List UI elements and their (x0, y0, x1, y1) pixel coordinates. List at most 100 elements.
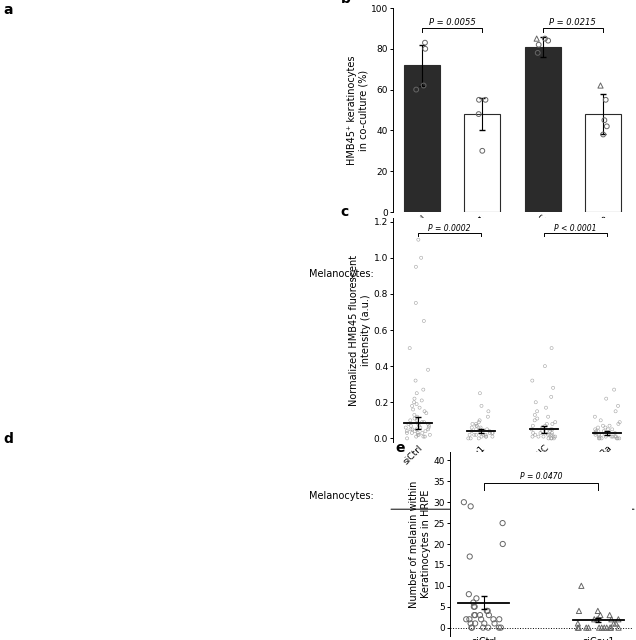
Point (467, 426, 477, 436)
Point (411, 424, 422, 435)
Point (410, 426, 420, 436)
Point (490, 618, 500, 628)
Point (475, 388, 485, 398)
Point (407, 428, 417, 438)
Point (537, 422, 547, 433)
Point (605, 623, 615, 633)
Point (605, 610, 615, 620)
Point (467, 422, 477, 433)
Y-axis label: Normalized HMB45 fluorescent
intensity (a.u.): Normalized HMB45 fluorescent intensity (… (349, 255, 371, 406)
Point (471, 419, 481, 429)
Point (595, 81, 605, 91)
Point (401, 422, 411, 433)
Point (471, 424, 481, 435)
Point (611, 406, 621, 417)
Point (545, 426, 555, 436)
Point (461, 614, 471, 625)
Point (528, 428, 538, 438)
Point (413, 234, 424, 244)
Point (599, 623, 609, 633)
Point (548, 419, 558, 429)
Point (546, 424, 556, 435)
Point (596, 415, 606, 426)
Point (478, 623, 488, 633)
Point (550, 417, 560, 428)
Point (408, 404, 418, 415)
Point (532, 48, 543, 58)
Point (466, 501, 476, 511)
Point (604, 429, 614, 440)
Point (614, 417, 625, 428)
Point (597, 623, 607, 633)
Point (599, 115, 609, 125)
Point (600, 431, 611, 442)
Point (412, 413, 422, 424)
Point (405, 415, 415, 426)
Point (418, 385, 429, 395)
Text: + Keratinocytes: + Keratinocytes (485, 520, 563, 531)
Point (413, 429, 423, 440)
Point (528, 420, 538, 431)
Point (412, 412, 422, 422)
Point (590, 424, 600, 435)
Point (612, 433, 623, 444)
Point (496, 623, 506, 633)
Point (590, 412, 600, 422)
Point (595, 610, 605, 620)
Text: d: d (3, 432, 13, 446)
Point (413, 429, 424, 440)
Point (613, 614, 623, 625)
Point (417, 396, 427, 406)
Point (464, 589, 474, 599)
Bar (525, 47, 561, 212)
Point (611, 618, 621, 628)
Point (613, 401, 623, 411)
Point (479, 618, 489, 628)
Point (610, 428, 620, 438)
Point (546, 433, 556, 444)
Point (411, 298, 421, 308)
Point (481, 431, 491, 442)
Point (534, 40, 544, 50)
Point (597, 433, 607, 444)
Point (530, 410, 540, 420)
Point (407, 424, 417, 435)
Point (543, 433, 553, 444)
Point (607, 424, 618, 435)
Point (534, 431, 544, 442)
Point (539, 431, 549, 442)
Point (574, 623, 584, 633)
Point (593, 429, 604, 440)
Point (609, 618, 619, 628)
Point (424, 422, 434, 433)
Point (541, 426, 551, 436)
Point (417, 417, 427, 428)
Point (595, 433, 605, 444)
Point (540, 420, 550, 431)
Point (420, 38, 430, 48)
Point (532, 413, 543, 424)
Point (601, 394, 611, 404)
Point (423, 419, 433, 429)
Text: P = 0.0215: P = 0.0215 (550, 19, 596, 28)
Point (481, 606, 492, 616)
Point (593, 606, 603, 616)
Point (471, 420, 481, 431)
Point (574, 606, 584, 616)
Point (418, 431, 429, 442)
Point (423, 424, 433, 435)
Point (482, 424, 492, 435)
Point (474, 417, 484, 428)
Point (483, 606, 493, 616)
Point (606, 431, 616, 442)
Point (410, 413, 420, 424)
Point (474, 95, 484, 105)
Point (411, 84, 421, 95)
Point (476, 401, 487, 411)
Point (600, 95, 611, 105)
Point (532, 33, 542, 44)
Text: Melanocytes:: Melanocytes: (309, 269, 374, 279)
Point (590, 429, 600, 440)
Point (420, 431, 430, 442)
Point (592, 614, 602, 625)
